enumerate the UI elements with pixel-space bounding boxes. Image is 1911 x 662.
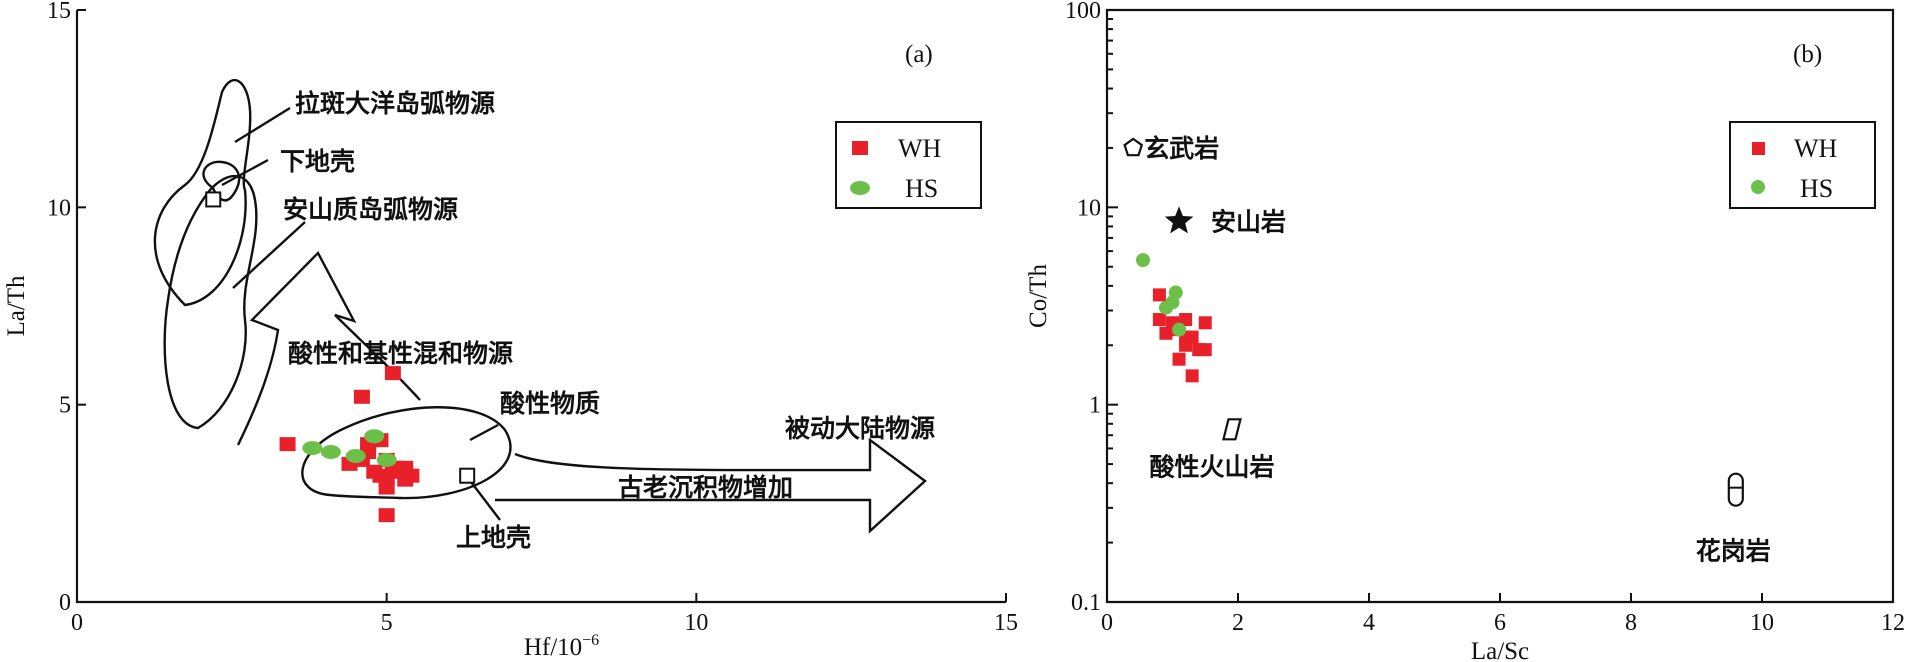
y-tick-label-b: 10	[1077, 195, 1101, 221]
y-tick-label-b: 0.1	[1071, 590, 1101, 616]
point-b-wh	[1185, 369, 1199, 383]
reference-rock-label: 酸性火山岩	[1149, 452, 1274, 481]
point-b-hs	[1168, 285, 1183, 300]
annotation-upper-crust: 上地壳	[456, 523, 531, 552]
point-wh	[353, 389, 370, 404]
x-tick-label-b: 2	[1232, 610, 1244, 636]
point-wh	[279, 437, 296, 452]
x-tick-label-b: 6	[1494, 610, 1506, 636]
reference-rock-label: 安山岩	[1211, 207, 1286, 236]
basalt-symbol	[1123, 137, 1144, 157]
point-hs	[302, 441, 323, 456]
y-axis-label-b: Co/Th	[1025, 264, 1052, 328]
point-wh	[378, 480, 395, 495]
y-axis-label-a: La/Th	[3, 275, 30, 337]
point-hs	[345, 448, 366, 463]
panel-label-b: (b)	[1793, 41, 1822, 68]
panel-label-a: (a)	[905, 41, 933, 68]
point-hs	[364, 429, 385, 444]
granite-symbol	[1727, 472, 1744, 507]
leader-oceanic	[234, 106, 291, 144]
point-b-wh	[1172, 352, 1186, 366]
andesite-symbol	[1164, 206, 1194, 234]
annotation-andesitic-arc: 安山质岛弧物源	[283, 195, 458, 224]
point-b-wh	[1152, 313, 1166, 327]
reference-rock-label: 花岗岩	[1696, 537, 1771, 566]
y-tick-label-b: 1	[1089, 393, 1101, 419]
point-wh	[403, 468, 420, 483]
legend-b-wh-marker	[1752, 142, 1765, 155]
y-tick-label-a: 0	[59, 590, 71, 616]
point-wh	[378, 508, 395, 523]
x-tick-label-a: 0	[71, 610, 83, 636]
annotation-felsic: 酸性物质	[500, 389, 600, 418]
y-tick-label-a: 5	[59, 393, 71, 419]
x-tick-label-a: 10	[684, 610, 708, 636]
point-wh	[384, 366, 401, 381]
annotation-passive-margin: 被动大陆物源	[785, 414, 935, 443]
reference-rock-label: 玄武岩	[1144, 134, 1219, 163]
annotation-lower-crust: 下地壳	[280, 147, 355, 176]
leader-andesitic	[232, 221, 306, 289]
leader-felsic	[469, 423, 499, 442]
leader-upper-crust	[467, 477, 501, 521]
reference-point	[459, 467, 476, 484]
x-tick-label-a: 15	[994, 610, 1018, 636]
x-tick-label-a: 5	[381, 610, 393, 636]
point-b-hs	[1136, 253, 1151, 268]
axes-a	[75, 10, 1006, 604]
point-hs	[320, 445, 341, 460]
legend-a-wh-marker	[852, 141, 868, 155]
point-b-wh	[1198, 343, 1212, 357]
x-axis-label-b: La/Sc	[1471, 638, 1529, 662]
x-axis-label-a: Hf/10−6	[524, 632, 599, 661]
legend-a-hs-marker	[850, 181, 870, 195]
felsic-volcanic-symbol	[1222, 418, 1242, 441]
legend-a-wh-label: WH	[898, 134, 942, 163]
axes-b	[1105, 8, 1895, 604]
point-hs	[376, 452, 397, 467]
point-b-wh	[1198, 316, 1212, 330]
x-tick-label-b: 0	[1101, 610, 1113, 636]
annotation-oceanic-arc: 拉斑大洋岛弧物源	[295, 89, 495, 118]
passive-margin-arrow	[495, 437, 927, 534]
y-tick-label-a: 15	[47, 0, 71, 24]
legend-b-hs-marker	[1751, 180, 1765, 194]
x-tick-label-b: 8	[1625, 610, 1637, 636]
reference-point	[205, 191, 222, 208]
legend-b-wh-label: WH	[1794, 134, 1838, 163]
annotation-mixed-source: 酸性和基性混和物源	[288, 339, 513, 368]
mixed-arrow-field	[236, 250, 421, 446]
point-b-hs	[1172, 322, 1187, 337]
legend-b-hs-label: HS	[1800, 174, 1833, 203]
x-tick-label-b: 12	[1881, 610, 1905, 636]
x-tick-label-b: 10	[1750, 610, 1774, 636]
annotation-recycling: 古老沉积物增加	[618, 473, 793, 502]
x-tick-label-b: 4	[1363, 610, 1375, 636]
leader-lower-crust	[221, 158, 269, 187]
andesitic-arc-field	[163, 174, 258, 430]
legend-a-hs-label: HS	[905, 174, 938, 203]
legend-b	[1729, 121, 1876, 209]
lower-crust-field	[202, 160, 241, 202]
panel-a: 拉斑大洋岛弧物源 下地壳 安山质岛弧物源 酸性和基性混和物源 酸性物质 被动大陆…	[3, 0, 1018, 661]
y-tick-label-a: 10	[47, 195, 71, 221]
oceanic-arc-field	[153, 79, 252, 307]
y-tick-label-b: 100	[1065, 0, 1101, 24]
point-b-wh	[1152, 288, 1166, 302]
